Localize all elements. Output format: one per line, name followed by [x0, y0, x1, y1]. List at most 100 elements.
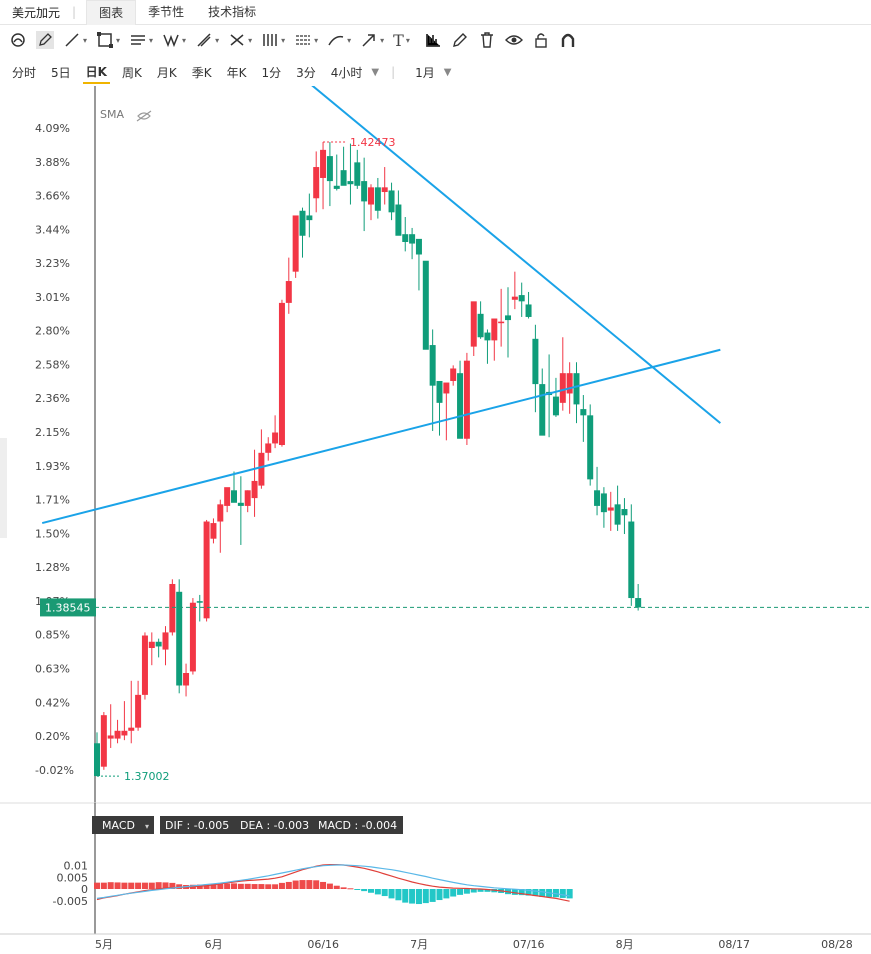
candle-body: [183, 673, 190, 686]
current-price-tag: [40, 598, 96, 617]
sidebar-collapse-handle[interactable]: [0, 438, 7, 538]
candle: [614, 485, 621, 531]
magnet-icon[interactable]: [9, 31, 27, 49]
candle: [450, 365, 457, 386]
candle-body: [388, 190, 395, 213]
tab-technical-indicators[interactable]: 技术指标: [208, 5, 257, 19]
x-tick-label: 08/28: [821, 938, 853, 951]
period-1[interactable]: 分时: [12, 65, 37, 80]
symbol-title: 美元加元: [12, 5, 61, 20]
y-tick-label: 2.15%: [35, 426, 70, 439]
candle-body: [121, 730, 128, 736]
candle: [539, 368, 546, 436]
macd-hist-bar: [320, 881, 327, 889]
period-9[interactable]: 3分: [296, 65, 316, 80]
rectangle-icon[interactable]: ▾: [96, 31, 120, 49]
period-10[interactable]: 4小时: [330, 65, 363, 80]
period-6[interactable]: 季K: [191, 65, 212, 80]
candle-body: [587, 415, 594, 480]
candle: [326, 142, 333, 207]
gann-icon[interactable]: ▾: [261, 31, 285, 49]
pattern-icon[interactable]: ▾: [162, 31, 186, 49]
magnet-u-icon[interactable]: [559, 31, 577, 49]
measure-icon[interactable]: ▾: [228, 31, 252, 49]
chart-canvas[interactable]: 4.09% 3.88% 3.66% 3.44% 3.23% 3.01% 2.80% 2.58%…: [0, 86, 871, 954]
text-icon[interactable]: T ▾: [393, 30, 410, 50]
macd-hist-bar: [368, 889, 374, 893]
candle: [94, 732, 100, 777]
candle-body: [313, 167, 320, 199]
macd-y-tick-label: 0.01: [64, 860, 89, 873]
arrow-icon[interactable]: ▾: [360, 31, 384, 49]
candle-body: [196, 601, 203, 603]
candle: [244, 490, 251, 513]
macd-hist-bar: [278, 882, 285, 889]
range-chevron-down-icon[interactable]: ▼: [443, 66, 452, 78]
period-3[interactable]: 日K: [82, 61, 110, 84]
sma-hidden-eye-icon: [136, 110, 152, 122]
candle-body: [573, 373, 580, 405]
more-periods-chevron-icon[interactable]: ▼: [371, 66, 380, 78]
macd-hist-bar: [409, 889, 416, 904]
candle: [237, 476, 244, 545]
candle: [231, 471, 237, 503]
macd-hist-bar: [107, 882, 114, 889]
range-select[interactable]: 1月: [415, 65, 435, 80]
macd-hist-bar: [162, 882, 169, 889]
period-8[interactable]: 1分: [261, 65, 282, 80]
candle: [340, 146, 347, 186]
sma-label: SMA: [100, 108, 124, 121]
parallel-lines-icon[interactable]: ▾: [129, 31, 153, 49]
y-tick-label: 3.88%: [35, 156, 70, 169]
brush-icon[interactable]: ▾: [327, 31, 351, 49]
period-7[interactable]: 年K: [226, 65, 247, 80]
candle: [251, 449, 258, 517]
period-selector: 分时 5日 日K 周K 月K 季K 年K 1分 3分 4小时 ▼ | 1月 ▼: [0, 58, 871, 86]
candle: [552, 377, 559, 417]
x-tick-label: 6月: [205, 938, 223, 951]
edit-icon[interactable]: [451, 31, 469, 49]
candle-body: [511, 296, 518, 300]
period-4[interactable]: 周K: [121, 65, 142, 80]
candle: [258, 429, 265, 489]
tab-chart[interactable]: 图表: [86, 0, 137, 25]
macd-hist-bar: [326, 883, 333, 889]
macd-dropdown-icon: ▾: [145, 822, 149, 831]
lock-icon[interactable]: [532, 31, 550, 49]
macd-hist-bar: [135, 882, 142, 889]
candle-body: [477, 313, 484, 338]
candle: [347, 143, 354, 205]
candle: [107, 704, 114, 748]
macd-hist-bar: [402, 889, 409, 903]
macd-hist-bar: [559, 889, 566, 898]
candle-body: [299, 210, 306, 236]
candle: [457, 360, 464, 439]
line-icon[interactable]: ▾: [63, 31, 87, 49]
fib-icon[interactable]: ▾: [195, 31, 219, 49]
period-5[interactable]: 月K: [156, 65, 177, 80]
channel-icon[interactable]: ▾: [294, 31, 318, 49]
candle-body: [381, 187, 388, 193]
candle: [621, 498, 628, 535]
macd-y-tick-label: 0.005: [57, 871, 89, 884]
candle: [320, 142, 327, 210]
candle-body: [217, 504, 224, 522]
tab-seasonality[interactable]: 季节性: [148, 5, 185, 19]
macd-hist-bar: [121, 882, 128, 889]
eye-icon[interactable]: [504, 31, 523, 49]
candle-body: [231, 490, 237, 503]
period-2[interactable]: 5日: [51, 65, 71, 80]
macd-hist-bar: [210, 883, 217, 889]
candle-body: [244, 490, 251, 506]
pen-icon[interactable]: [36, 31, 54, 49]
trash-icon[interactable]: [478, 31, 496, 49]
candle-body: [552, 396, 559, 416]
candle: [429, 329, 436, 431]
candle: [361, 157, 368, 232]
chart-type-icon[interactable]: [424, 31, 442, 49]
candle: [388, 182, 395, 221]
macd-hist-bar: [237, 883, 244, 889]
x-tick-label: 7月: [410, 938, 428, 951]
candle: [409, 227, 416, 260]
candle-body: [600, 493, 607, 513]
